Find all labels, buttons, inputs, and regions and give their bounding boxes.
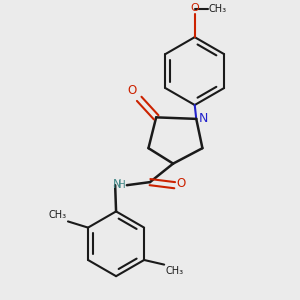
Text: CH₃: CH₃: [166, 266, 184, 276]
Text: O: O: [128, 84, 137, 97]
Text: CH₃: CH₃: [208, 4, 227, 14]
Text: N: N: [112, 178, 121, 191]
Text: O: O: [190, 3, 199, 13]
Text: N: N: [199, 112, 208, 125]
Text: O: O: [176, 178, 186, 190]
Text: H: H: [118, 180, 125, 190]
Text: CH₃: CH₃: [48, 210, 66, 220]
